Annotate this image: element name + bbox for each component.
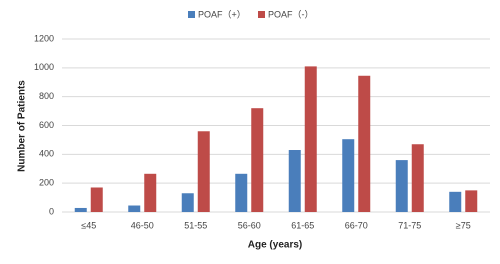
x-tick-label: 61-65 (291, 220, 314, 230)
bar (144, 173, 157, 212)
bar (411, 144, 424, 212)
x-tick-label: 56-60 (238, 220, 261, 230)
bar (342, 139, 355, 212)
x-tick-label: 66-70 (345, 220, 368, 230)
y-tick-label: 0 (49, 206, 54, 216)
y-tick-label: 1000 (34, 62, 54, 72)
x-tick-label: 71-75 (398, 220, 421, 230)
bar (304, 66, 317, 213)
bar (235, 173, 248, 212)
x-axis-title: Age (years) (248, 240, 302, 251)
y-tick-label: 200 (39, 178, 54, 188)
bar (288, 150, 301, 212)
x-tick-label: 51-55 (184, 220, 207, 230)
legend-label: POAF（-） (268, 9, 314, 19)
y-tick-label: 800 (39, 91, 54, 101)
x-tick-label: ≥75 (456, 220, 471, 230)
legend-swatch (258, 11, 265, 18)
x-tick-label: 46-50 (131, 220, 154, 230)
bar (449, 191, 462, 212)
legend-swatch (188, 11, 195, 18)
legend-label: POAF（+） (198, 9, 246, 19)
bar (465, 190, 478, 212)
y-tick-label: 1200 (34, 33, 54, 43)
y-tick-label: 400 (39, 149, 54, 159)
bar (197, 131, 210, 212)
y-tick-label: 600 (39, 120, 54, 130)
bar (395, 160, 408, 212)
bar (74, 207, 87, 212)
x-tick-label: ≤45 (81, 220, 96, 230)
bar (181, 193, 194, 212)
bar (90, 187, 103, 212)
bar (358, 75, 371, 212)
y-axis-title: Number of Patients (17, 80, 28, 172)
bar (128, 205, 141, 212)
bar (251, 108, 264, 212)
